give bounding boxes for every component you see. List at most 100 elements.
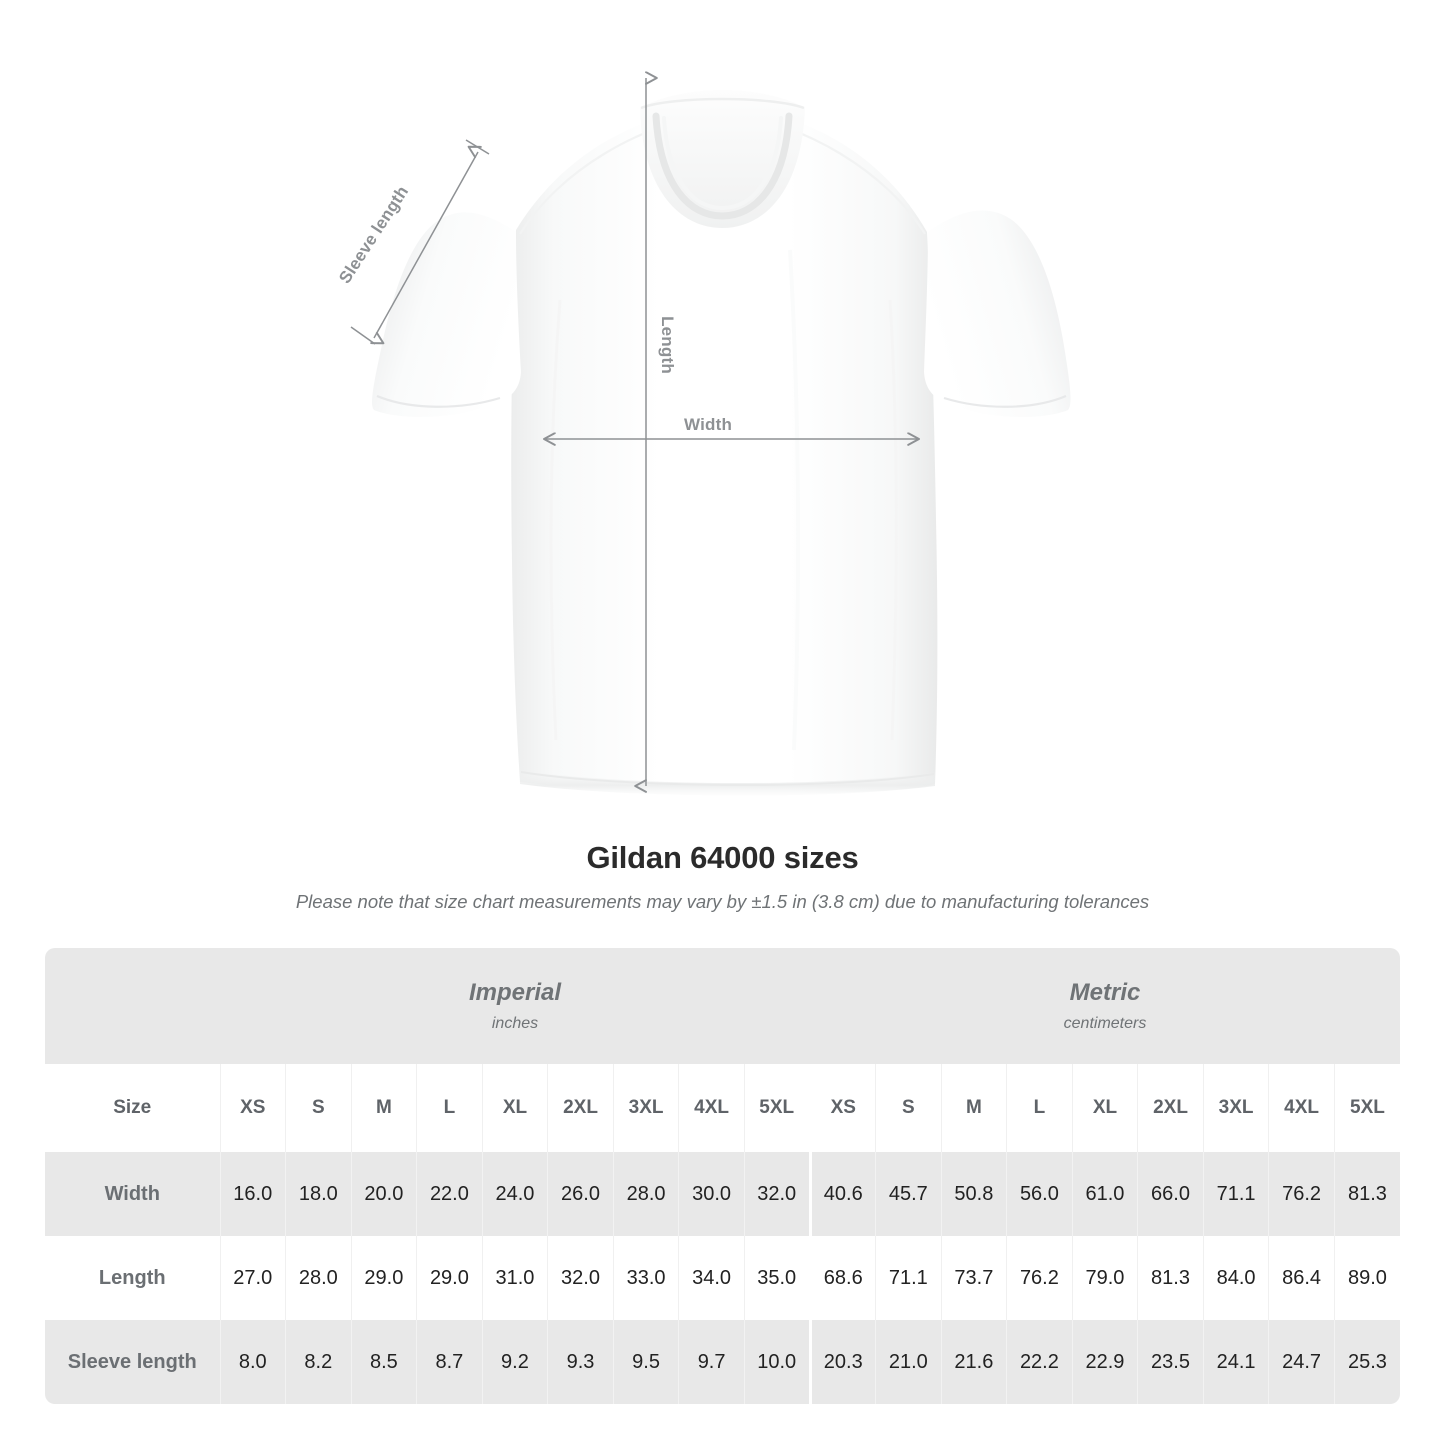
- unit-banner-row: Imperial inches Metric centimeters: [45, 948, 1400, 1064]
- cell-imperial: 10.0: [743, 1320, 810, 1404]
- cell-imperial: 33.0: [612, 1236, 679, 1320]
- table-row: Width 16.0 18.0 20.0 22.0 24.0 26.0 28.0 30.0 32.…: [45, 1152, 1400, 1236]
- cell-metric: 20.3: [808, 1320, 876, 1404]
- size-header-metric-s: S: [875, 1064, 942, 1152]
- size-header-metric-l: L: [1006, 1064, 1073, 1152]
- size-header-row: Size XS S M L XL 2XL 3XL 4XL 5XL XS S M L XL 2XL 3XL 4XL 5…: [45, 1064, 1400, 1152]
- cell-metric: 71.1: [875, 1236, 942, 1320]
- size-table: Imperial inches Metric centimeters Size XS S M L…: [45, 948, 1400, 1404]
- cell-imperial: 9.5: [612, 1320, 679, 1404]
- cell-metric: 81.3: [1137, 1236, 1204, 1320]
- cell-metric: 86.4: [1268, 1236, 1335, 1320]
- size-header-metric-m: M: [940, 1064, 1007, 1152]
- cell-imperial: 29.0: [416, 1236, 483, 1320]
- fold-left: [549, 299, 562, 741]
- width-label: Width: [684, 415, 733, 434]
- cell-metric: 24.1: [1202, 1320, 1269, 1404]
- cell-imperial: 28.0: [612, 1152, 679, 1236]
- cell-metric: 50.8: [940, 1152, 1007, 1236]
- cell-imperial: 16.0: [219, 1152, 286, 1236]
- row-label-sleeve-length: Sleeve length: [45, 1320, 220, 1404]
- size-header-imperial-m: M: [350, 1064, 417, 1152]
- collar-ribbing: [652, 112, 793, 220]
- left-sleeve: [372, 212, 521, 417]
- cell-metric: 76.2: [1268, 1152, 1335, 1236]
- cell-imperial: 9.2: [481, 1320, 548, 1404]
- cell-metric: 73.7: [940, 1236, 1007, 1320]
- size-header-metric-5xl: 5XL: [1333, 1064, 1400, 1152]
- cell-imperial: 27.0: [219, 1236, 286, 1320]
- row-label-length: Length: [45, 1236, 220, 1320]
- unit-header-metric: Metric centimeters: [810, 948, 1400, 1064]
- unit-banner-spacer: [45, 948, 220, 1064]
- cell-metric: 71.1: [1202, 1152, 1269, 1236]
- tshirt-diagram: Sleeve length Length Width: [335, 0, 1071, 796]
- shirt-hem: [520, 770, 935, 796]
- cell-imperial: 28.0: [285, 1236, 352, 1320]
- size-header-imperial-xs: XS: [219, 1064, 286, 1152]
- size-header-imperial-3xl: 3XL: [612, 1064, 679, 1152]
- cell-metric: 81.3: [1333, 1152, 1400, 1236]
- cell-imperial: 8.0: [219, 1320, 286, 1404]
- collar-inner-shadow: [662, 116, 783, 211]
- cell-imperial: 30.0: [678, 1152, 745, 1236]
- cell-metric: 61.0: [1071, 1152, 1138, 1236]
- cell-imperial: 31.0: [481, 1236, 548, 1320]
- cell-metric: 25.3: [1333, 1320, 1400, 1404]
- cell-imperial: 8.7: [416, 1320, 483, 1404]
- table-row: Sleeve length 8.0 8.2 8.5 8.7 9.2 9.3 9.5 9.7 10.…: [45, 1320, 1400, 1404]
- cell-metric: 22.2: [1006, 1320, 1073, 1404]
- fold-center: [788, 249, 801, 751]
- cell-metric: 84.0: [1202, 1236, 1269, 1320]
- cell-imperial: 34.0: [678, 1236, 745, 1320]
- cell-metric: 66.0: [1137, 1152, 1204, 1236]
- cell-metric: 22.9: [1071, 1320, 1138, 1404]
- cell-imperial: 24.0: [481, 1152, 548, 1236]
- cell-imperial: 32.0: [743, 1152, 810, 1236]
- cell-imperial: 29.0: [350, 1236, 417, 1320]
- cell-imperial: 9.7: [678, 1320, 745, 1404]
- cell-metric: 56.0: [1006, 1152, 1073, 1236]
- hem-line: [520, 771, 935, 787]
- cell-metric: 68.6: [808, 1236, 876, 1320]
- length-label: Length: [657, 316, 677, 374]
- page-title: Gildan 64000 sizes: [586, 840, 859, 875]
- cell-imperial: 18.0: [285, 1152, 352, 1236]
- shirt-body: [511, 108, 938, 794]
- cell-metric: 23.5: [1137, 1320, 1204, 1404]
- unit-name: Imperial: [468, 979, 562, 1007]
- cell-metric: 21.0: [875, 1320, 942, 1404]
- cell-metric: 45.7: [875, 1152, 942, 1236]
- cell-metric: 21.6: [940, 1320, 1007, 1404]
- size-header-metric-4xl: 4XL: [1268, 1064, 1335, 1152]
- left-sleeve-hem: [376, 394, 501, 408]
- size-header-imperial-xl: XL: [481, 1064, 548, 1152]
- size-header-imperial-5xl: 5XL: [743, 1064, 810, 1152]
- title-block: Gildan 64000 sizes Please note that size…: [0, 840, 1445, 913]
- cell-metric: 24.7: [1268, 1320, 1335, 1404]
- cell-imperial: 22.0: [416, 1152, 483, 1236]
- cell-metric: 79.0: [1071, 1236, 1138, 1320]
- unit-subtitle: centimeters: [1063, 1014, 1147, 1032]
- unit-header-imperial: Imperial inches: [220, 948, 810, 1064]
- cell-imperial: 20.0: [350, 1152, 417, 1236]
- cell-metric: 89.0: [1333, 1236, 1400, 1320]
- cell-imperial: 8.5: [350, 1320, 417, 1404]
- sleeve-measure-line: [374, 152, 478, 338]
- right-sleeve: [924, 210, 1071, 417]
- size-header-metric-2xl: 2XL: [1137, 1064, 1204, 1152]
- cell-imperial: 35.0: [743, 1236, 810, 1320]
- cell-imperial: 8.2: [285, 1320, 352, 1404]
- size-header-metric-xs: XS: [808, 1064, 876, 1152]
- tshirt-illustration: [350, 0, 1071, 796]
- cell-imperial: 32.0: [547, 1236, 614, 1320]
- size-header-metric-3xl: 3XL: [1202, 1064, 1269, 1152]
- size-header-imperial-4xl: 4XL: [678, 1064, 745, 1152]
- sleeve-tick-top: [465, 139, 490, 155]
- page-subtitle: Please note that size chart measurements…: [295, 891, 1150, 912]
- cell-metric: 76.2: [1006, 1236, 1073, 1320]
- cell-metric: 40.6: [808, 1152, 876, 1236]
- unit-name: Metric: [1069, 979, 1141, 1007]
- row-label-width: Width: [45, 1152, 220, 1236]
- cell-imperial: 26.0: [547, 1152, 614, 1236]
